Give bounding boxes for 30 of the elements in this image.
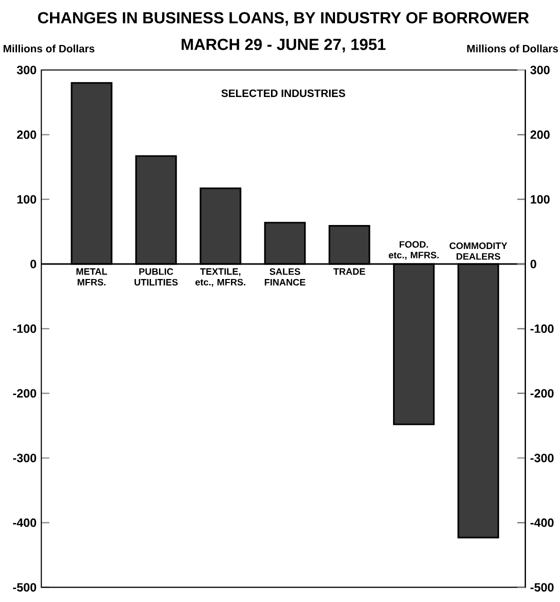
- y-tick-label: -500: [13, 583, 36, 592]
- x-tick-label: COMMODITY DEALERS: [450, 242, 508, 260]
- x-tick-label: TEXTILE, etc., MFRS.: [195, 268, 246, 287]
- x-tick-label: SALES FINANCE: [264, 268, 306, 286]
- chart-subtitle: MARCH 29 - JUNE 27, 1951: [182, 38, 386, 52]
- chart-title: CHANGES IN BUSINESS LOANS, BY INDUSTRY OF BORROWER: [38, 12, 529, 26]
- y2-tick-label: -400: [530, 518, 554, 527]
- y-tick-label: 200: [17, 130, 36, 139]
- y-tick-label: 300: [16, 66, 36, 74]
- y2-tick-label: -200: [530, 389, 554, 398]
- y2-tick-label: 200: [530, 130, 550, 139]
- y-axis-title: Millions of Dollars: [4, 44, 94, 52]
- y-tick-label: 100: [17, 195, 36, 204]
- x-tick-label: METAL MFRS.: [76, 268, 108, 286]
- y-tick-label: -400: [13, 518, 36, 527]
- y-tick-label: -300: [13, 454, 36, 462]
- y-tick-label: -200: [13, 389, 36, 398]
- annotation: SELECTED INDUSTRIES: [221, 90, 346, 98]
- x-tick-label: TRADE: [333, 268, 366, 275]
- y2-tick-label: -300: [530, 454, 554, 462]
- y-tick-label: 0: [30, 260, 36, 268]
- y2-tick-label: 0: [530, 260, 536, 268]
- y2-tick-label: -100: [530, 324, 554, 333]
- y2-tick-label: 100: [530, 195, 550, 204]
- y2-axis-title: Millions of Dollars: [467, 44, 558, 52]
- y2-tick-label: 300: [530, 66, 550, 74]
- x-tick-label: PUBLIC UTILITIES: [134, 268, 178, 286]
- x-tick-label: FOOD. etc., MFRS.: [388, 241, 439, 260]
- y2-tick-label: -500: [530, 583, 554, 592]
- y-tick-label: -100: [13, 324, 36, 333]
